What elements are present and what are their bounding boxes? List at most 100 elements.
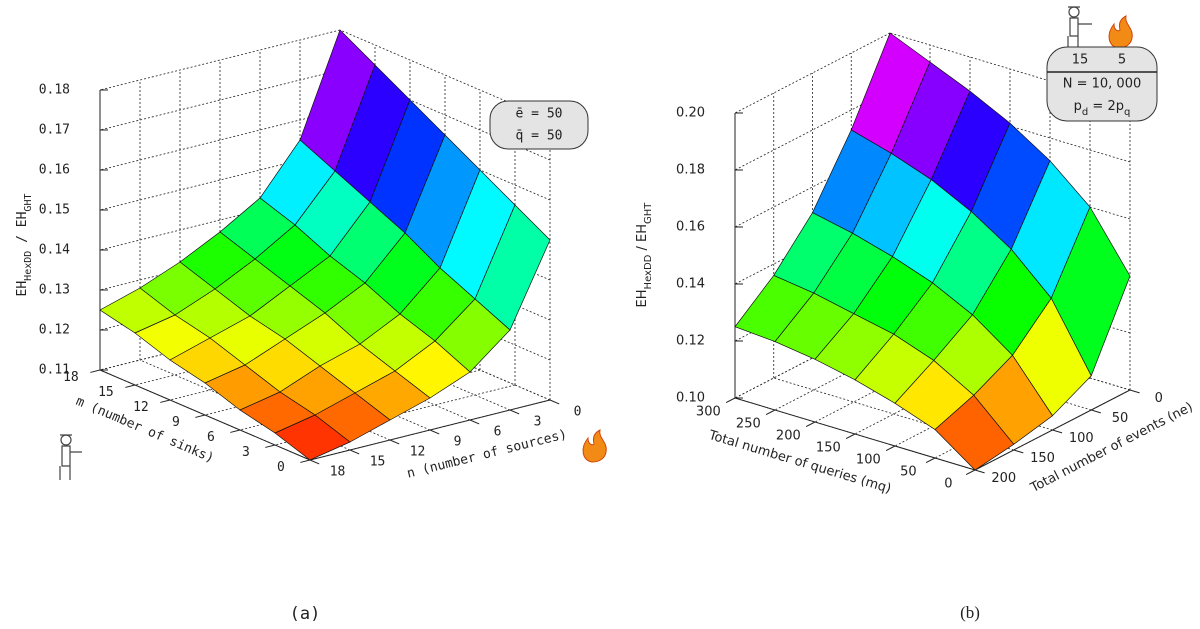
z-tick-label: 0.11 bbox=[39, 363, 70, 378]
z-tick-label: 0.12 bbox=[676, 334, 705, 349]
z-tick-label: 0.18 bbox=[676, 163, 705, 178]
y-tick bbox=[1013, 449, 1024, 454]
x-tick-label: 0 bbox=[574, 404, 582, 419]
y-tick bbox=[265, 444, 276, 448]
annotation-box bbox=[489, 100, 589, 150]
z-tick-label: 0.12 bbox=[39, 323, 70, 338]
label-text: pd = 2pq bbox=[1074, 99, 1131, 118]
x-tick-label: 50 bbox=[900, 464, 917, 479]
annotation-text: 15 bbox=[1072, 53, 1089, 68]
z-tick-label: 0.10 bbox=[676, 391, 705, 406]
x-tick bbox=[429, 429, 440, 435]
text-part: = 2p bbox=[1088, 99, 1124, 114]
x-tick bbox=[885, 445, 896, 452]
y-tick-label: 150 bbox=[1030, 451, 1055, 466]
subscript: HexDD bbox=[23, 251, 34, 281]
grid-line bbox=[734, 32, 891, 114]
annotation-text: ē = 50 bbox=[516, 107, 563, 122]
x-tick-label: 250 bbox=[736, 416, 761, 431]
x-tick-label: 6 bbox=[494, 424, 502, 439]
y-tick bbox=[230, 429, 241, 433]
annotation-text: 5 bbox=[1118, 53, 1126, 68]
z-tick-label: 0.14 bbox=[39, 243, 70, 258]
x-tick-label: 300 bbox=[696, 404, 721, 419]
subscript: GHT bbox=[23, 194, 34, 212]
text-part: / EH bbox=[15, 212, 30, 251]
x-tick bbox=[845, 433, 856, 440]
surface-chart: 0.10 0.12 0.14 0.16 0.18 0.20 EHHexDD / EHGHT 0… bbox=[635, 32, 1195, 622]
y-tick bbox=[1052, 429, 1063, 434]
subscript: HexDD bbox=[643, 254, 654, 289]
y-tick bbox=[195, 414, 206, 418]
text-part: p bbox=[1074, 99, 1082, 114]
x-tick-label: 150 bbox=[816, 440, 841, 455]
x-tick bbox=[765, 409, 776, 416]
x-tick-label: 0 bbox=[944, 476, 952, 491]
x-tick bbox=[965, 469, 976, 476]
z-tick-label: 0.16 bbox=[676, 220, 705, 235]
y-tick-label: 0 bbox=[277, 460, 285, 475]
annotation-text: q̄ = 50 bbox=[516, 129, 563, 144]
x-tick bbox=[309, 459, 320, 465]
subscript: q bbox=[1124, 107, 1130, 118]
annotation-text: N = 10, 000 bbox=[1063, 77, 1142, 92]
y-tick bbox=[90, 369, 101, 373]
y-tick-label: 6 bbox=[207, 430, 215, 445]
y-tick-label: 15 bbox=[98, 385, 114, 400]
x-tick bbox=[805, 421, 816, 428]
fire-icon bbox=[1108, 15, 1133, 49]
x-tick bbox=[389, 439, 400, 445]
y-tick-label: 18 bbox=[63, 370, 79, 385]
grid-line bbox=[274, 384, 516, 446]
y-tick bbox=[300, 459, 311, 463]
x-tick-label: 200 bbox=[776, 428, 801, 443]
x-tick-label: 3 bbox=[534, 414, 542, 429]
y-tick-label: 12 bbox=[133, 400, 149, 415]
z-tick-label: 0.16 bbox=[39, 163, 70, 178]
caption: (b) bbox=[960, 603, 980, 622]
y-tick-label: 200 bbox=[991, 471, 1016, 486]
label-text: EHHexDD / EHGHT bbox=[635, 202, 654, 308]
grid-line bbox=[99, 29, 341, 91]
x-tick bbox=[469, 419, 480, 425]
y-tick-label: 0 bbox=[1155, 391, 1163, 406]
fire-icon bbox=[582, 429, 607, 463]
x-axis-title: n (number of sources) bbox=[405, 427, 568, 481]
y-tick bbox=[125, 384, 136, 388]
y-tick bbox=[1091, 409, 1101, 414]
surface-cell bbox=[934, 394, 1015, 471]
z-tick-label: 0.13 bbox=[39, 283, 70, 298]
y-tick-label: 3 bbox=[242, 445, 250, 460]
surface-chart: 0.11 0.12 0.13 0.14 0.15 0.16 0.17 0.18 EHHexDD … bbox=[15, 29, 589, 624]
y-tick bbox=[974, 469, 985, 474]
x-tick bbox=[925, 457, 936, 464]
label-text: EHHexDD / EHGHT bbox=[15, 194, 34, 297]
x-tick-label: 100 bbox=[856, 452, 881, 467]
firefighter-icon bbox=[1067, 6, 1092, 48]
z-tick-label: 0.15 bbox=[39, 203, 70, 218]
x-tick-label: 15 bbox=[370, 454, 386, 469]
x-tick bbox=[549, 399, 560, 405]
subscript: d bbox=[1082, 107, 1088, 118]
x-tick-label: 12 bbox=[410, 444, 426, 459]
z-tick-label: 0.17 bbox=[39, 123, 70, 138]
text-part: EH bbox=[635, 289, 650, 307]
y-tick bbox=[160, 399, 171, 403]
subscript: GHT bbox=[643, 202, 654, 224]
x-tick-label: 18 bbox=[330, 464, 346, 479]
y-tick bbox=[1129, 389, 1140, 394]
x-tick bbox=[509, 409, 520, 415]
firefighter-icon bbox=[59, 434, 82, 480]
text-part: / EH bbox=[635, 224, 650, 255]
text-part: EH bbox=[15, 281, 30, 297]
y-tick-label: 100 bbox=[1069, 431, 1094, 446]
y-tick-label: 50 bbox=[1112, 411, 1129, 426]
z-tick-label: 0.18 bbox=[39, 83, 70, 98]
x-tick bbox=[349, 449, 360, 455]
y-tick-label: 9 bbox=[172, 415, 180, 430]
z-tick-label: 0.14 bbox=[676, 277, 705, 292]
x-tick bbox=[725, 397, 736, 404]
annotation-box bbox=[1046, 46, 1158, 122]
